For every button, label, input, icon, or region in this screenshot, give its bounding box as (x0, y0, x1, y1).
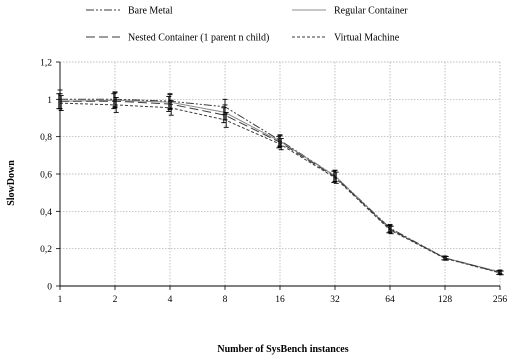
legend-label: Bare Metal (128, 6, 173, 17)
series-line (60, 98, 501, 273)
y-tick-label: 0,8 (40, 133, 52, 143)
y-tick-label: 1 (47, 96, 52, 106)
x-tick-label: 16 (275, 295, 285, 305)
x-tick-label: 256 (493, 295, 508, 305)
error-bars (56, 89, 504, 276)
x-tick-label: 4 (168, 295, 173, 305)
axes: 0 0,2 0,4 0,6 0,8 1 1,2 1 2 4 8 16 32 64 128 256 (40, 59, 507, 306)
legend-label: Regular Container (334, 6, 408, 17)
x-axis-label: Number of SysBench instances (217, 344, 348, 355)
x-tick-label: 1 (58, 295, 63, 305)
y-axis-label: SlowDown (6, 160, 17, 206)
y-tick-label: 0,4 (40, 208, 52, 218)
legend-label: Nested Container (1 parent n child) (128, 33, 269, 44)
x-tick-label: 2 (113, 295, 118, 305)
y-tick-label: 0,6 (40, 171, 52, 181)
y-tick-label: 0 (47, 283, 52, 293)
legend: Bare Metal Regular Container Nested Contai… (86, 6, 408, 44)
x-tick-label: 128 (438, 295, 453, 305)
y-tick-label: 1,2 (40, 59, 52, 69)
x-tick-label: 64 (385, 295, 395, 305)
legend-label: Virtual Machine (334, 33, 400, 44)
x-tick-label: 32 (330, 295, 340, 305)
x-tick-label: 8 (223, 295, 228, 305)
y-tick-label: 0,2 (40, 245, 52, 255)
series-line (60, 100, 501, 274)
